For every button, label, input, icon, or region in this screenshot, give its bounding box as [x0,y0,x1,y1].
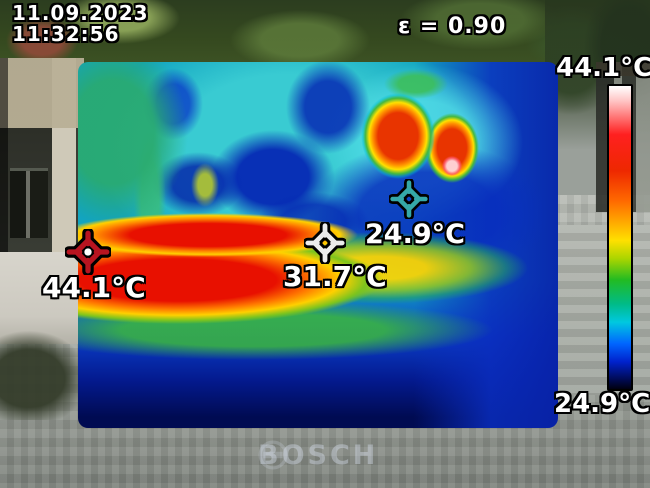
photo-brick-building [6,16,78,66]
crosshair-icon [389,179,429,219]
emissivity-readout: ε = 0.90 [398,14,507,39]
thermal-overlay [78,62,558,428]
timestamp: 11.09.2023 11:32:56 [12,3,149,45]
mid-spot-marker[interactable] [304,222,346,264]
crosshair-icon [65,229,111,275]
bosch-logo-icon [258,440,288,470]
hot-spot-marker[interactable] [65,229,111,275]
brand-watermark: BOSCH [258,440,375,471]
temperature-colorbar [607,84,633,391]
scale-max-label: 44.1°C [556,53,650,83]
mid-spot-temp-label: 31.7°C [283,260,387,293]
crosshair-icon [304,222,346,264]
photo-storefront-left [0,58,84,258]
photo-foliage [0,0,650,72]
scale-min-label: 24.9°C [554,389,650,419]
cold-spot-marker[interactable] [389,179,429,219]
photo-street-right [552,225,650,395]
date-text: 11.09.2023 [12,1,149,25]
photo-storefront-window [10,168,48,238]
hot-spot-temp-label: 44.1°C [42,271,146,304]
brand-watermark-text: BOSCH [258,439,379,471]
time-text: 11:32:56 [12,22,120,46]
cold-spot-temp-label: 24.9°C [365,219,465,250]
